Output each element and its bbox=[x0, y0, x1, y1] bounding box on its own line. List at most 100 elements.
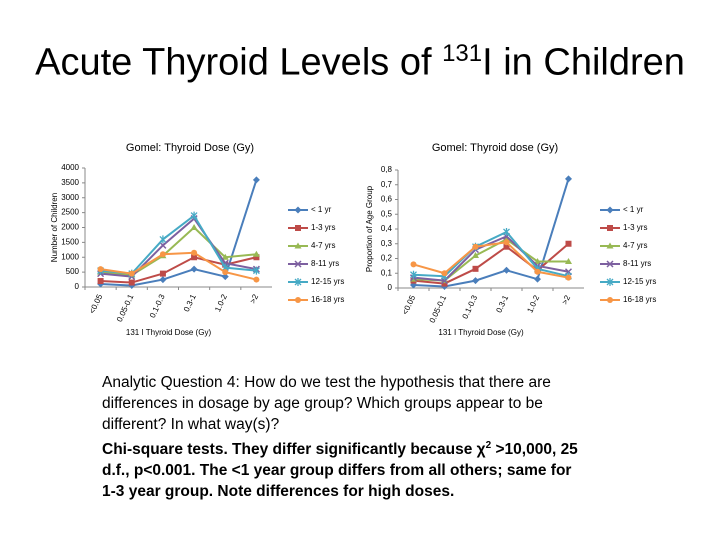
chart-title: Gomel: Thyroid Dose (Gy) bbox=[126, 142, 254, 154]
data-point bbox=[410, 270, 417, 279]
data-point bbox=[410, 261, 417, 268]
x-tick-label: >2 bbox=[560, 293, 572, 306]
data-point bbox=[252, 250, 260, 257]
y-tick-label: 2500 bbox=[61, 208, 79, 217]
data-point bbox=[221, 253, 229, 260]
y-tick-label: 2000 bbox=[61, 223, 79, 232]
data-point bbox=[159, 270, 166, 277]
legend-label: 1-3 yrs bbox=[623, 223, 647, 232]
x-tick-label: 0.3-1 bbox=[182, 292, 198, 313]
legend-marker bbox=[294, 260, 302, 268]
data-point bbox=[159, 235, 167, 244]
x-tick-label: 1.0-2 bbox=[213, 292, 229, 313]
data-point bbox=[159, 276, 167, 284]
legend-label: 12-15 yrs bbox=[311, 277, 344, 286]
data-point bbox=[472, 265, 479, 272]
series-line bbox=[100, 217, 257, 278]
data-point bbox=[222, 269, 229, 276]
y-tick-label: 3000 bbox=[61, 193, 79, 202]
data-point bbox=[565, 175, 572, 183]
data-point bbox=[565, 274, 572, 281]
data-point bbox=[565, 240, 572, 247]
y-tick-label: 0,1 bbox=[381, 268, 393, 277]
data-point bbox=[252, 266, 260, 275]
y-tick-label: 0,5 bbox=[381, 209, 393, 218]
x-tick-label: 0.1-0.3 bbox=[148, 292, 167, 319]
data-point bbox=[191, 254, 198, 261]
answer-text: >10,000, 25 d.f., p<0.001. The <1 year g… bbox=[102, 441, 578, 501]
legend-marker bbox=[295, 225, 301, 231]
legend-marker bbox=[607, 297, 613, 303]
y-tick-label: 0,3 bbox=[381, 239, 393, 248]
data-point bbox=[253, 276, 260, 283]
data-point bbox=[97, 278, 104, 285]
data-point bbox=[472, 277, 479, 285]
x-axis-title: 131 I Thyroid Dose (Gy) bbox=[126, 328, 212, 337]
legend-marker bbox=[606, 206, 614, 214]
x-tick-label: 0.1-0.3 bbox=[461, 293, 480, 320]
data-point bbox=[190, 265, 198, 273]
data-point bbox=[191, 249, 198, 256]
answer-sup: 2 bbox=[485, 440, 492, 451]
y-tick-label: 4000 bbox=[61, 163, 79, 172]
data-point bbox=[503, 239, 510, 246]
y-tick-label: 3500 bbox=[61, 178, 79, 187]
legend-marker bbox=[606, 260, 614, 268]
data-point bbox=[472, 243, 479, 250]
data-point bbox=[534, 257, 541, 264]
y-tick-label: 1000 bbox=[61, 252, 79, 261]
x-tick-label: 1.0-2 bbox=[525, 293, 541, 314]
data-point bbox=[253, 254, 260, 261]
legend-marker bbox=[606, 242, 614, 249]
legend-marker bbox=[606, 278, 614, 286]
legend-label: 1-3 yrs bbox=[311, 223, 335, 232]
legend-marker bbox=[294, 278, 302, 286]
data-point bbox=[503, 227, 510, 236]
answer-text: Chi-square tests. They differ significan… bbox=[102, 441, 486, 459]
y-tick-label: 0,8 bbox=[381, 165, 393, 174]
series-line bbox=[413, 235, 569, 282]
question: Analytic Question 4: How do we test the … bbox=[102, 374, 551, 433]
series-line bbox=[100, 251, 257, 281]
y-tick-label: 0 bbox=[388, 283, 393, 292]
x-tick-label: 0.3-1 bbox=[494, 293, 510, 314]
y-tick-label: 0,4 bbox=[381, 224, 393, 233]
x-tick-label: <0.05 bbox=[88, 292, 105, 315]
legend-label: 4-7 yrs bbox=[623, 241, 647, 250]
legend-marker bbox=[295, 297, 301, 303]
data-point bbox=[441, 270, 448, 277]
text-box: Analytic Question 4: How do we test the … bbox=[102, 372, 582, 502]
data-point bbox=[221, 273, 229, 281]
y-tick-label: 0 bbox=[75, 282, 80, 291]
data-point bbox=[503, 266, 510, 274]
y-axis-title: Proportion of Age Group bbox=[365, 185, 374, 272]
chart-title: Gomel: Thyroid dose (Gy) bbox=[432, 142, 558, 154]
legend-label: 16-18 yrs bbox=[623, 295, 656, 304]
series-line bbox=[100, 256, 257, 284]
x-tick-label: >2 bbox=[248, 292, 260, 305]
series-line bbox=[413, 230, 569, 278]
data-point bbox=[534, 268, 541, 275]
title-text: Acute Thyroid Levels of bbox=[35, 41, 443, 84]
y-tick-label: 1500 bbox=[61, 237, 79, 246]
data-point bbox=[441, 280, 448, 287]
legend-label: 8-11 yrs bbox=[311, 259, 339, 268]
data-point bbox=[97, 266, 104, 273]
series-line bbox=[100, 179, 258, 287]
legend-marker bbox=[294, 206, 302, 214]
y-tick-label: 0,2 bbox=[381, 254, 393, 263]
x-tick-label: 0.05-0.1 bbox=[428, 293, 449, 324]
y-axis-title: Number of Children bbox=[50, 193, 59, 262]
x-axis-title: 131 I Thyroid Dose (Gy) bbox=[438, 328, 524, 337]
series-line bbox=[413, 241, 569, 279]
legend-label: < 1 yr bbox=[311, 205, 332, 214]
data-point bbox=[190, 211, 198, 220]
legend-label: < 1 yr bbox=[623, 205, 644, 214]
x-tick-label: 0.05-0.1 bbox=[115, 292, 136, 323]
legend-label: 12-15 yrs bbox=[623, 277, 656, 286]
legend-marker bbox=[607, 225, 613, 231]
answer: Chi-square tests. They differ significan… bbox=[102, 435, 582, 502]
data-point bbox=[128, 279, 135, 286]
data-point bbox=[252, 176, 260, 184]
